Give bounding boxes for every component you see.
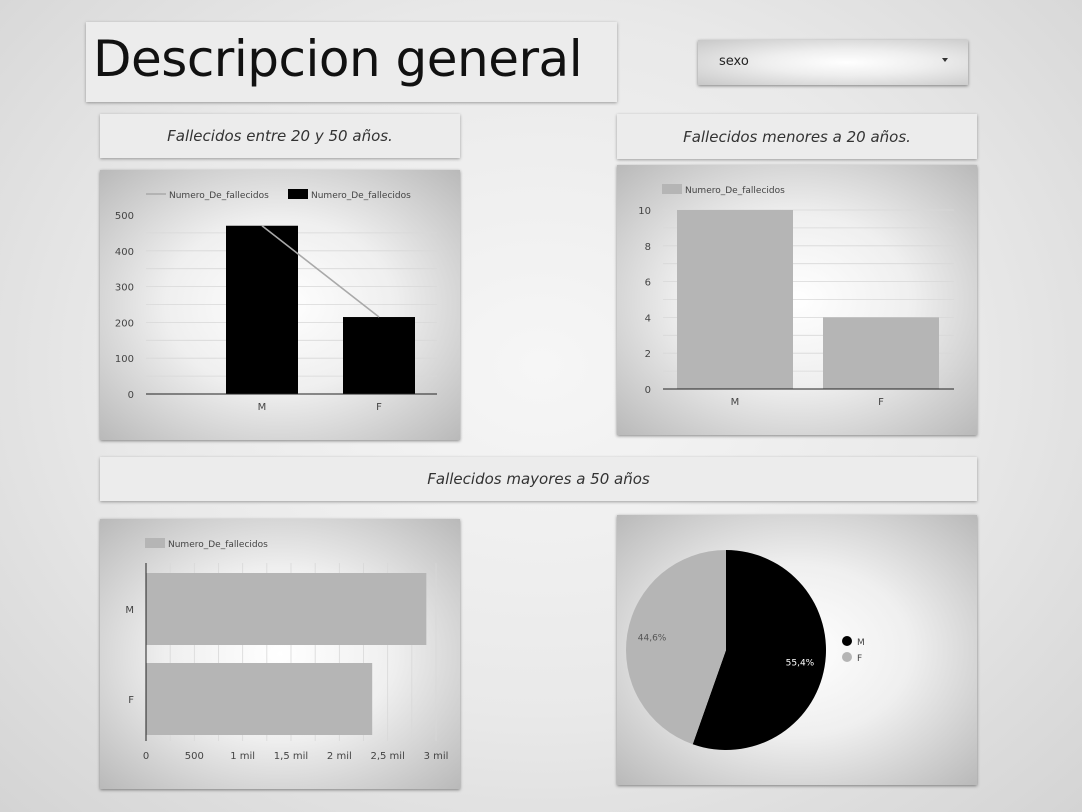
- section-heading-20-50-text: Fallecidos entre 20 y 50 años.: [167, 127, 393, 145]
- bar: [823, 317, 939, 389]
- chevron-down-icon: [942, 58, 948, 62]
- y-tick-label: 4: [645, 313, 651, 324]
- legend-label: M: [857, 638, 865, 648]
- chart-20-50: 0 100 200 300 400 500 M F Numero_De_fallecidos Nu…: [115, 189, 437, 413]
- sex-filter-label: sexo: [719, 54, 749, 69]
- x-tick-label: 2 mil: [327, 751, 352, 762]
- y-tick-label: 6: [645, 278, 651, 289]
- chart-panel-under-20: 0 2 4 6 8 10 M F Numero_De_fallecidos: [617, 165, 977, 435]
- legend-label: Numero_De_fallecidos: [685, 186, 785, 196]
- x-tick-label: F: [376, 402, 382, 413]
- page-title: Descripcion general: [93, 30, 583, 88]
- legend-label: Numero_De_fallecidos: [168, 540, 268, 550]
- series-line: [261, 225, 380, 318]
- bar: [343, 317, 415, 394]
- y-tick-label: 500: [115, 211, 134, 222]
- bar: [677, 210, 793, 389]
- sex-filter-dropdown[interactable]: sexo: [698, 40, 968, 85]
- y-tick-label: 200: [115, 318, 134, 329]
- chart-panel-over-50-bars: 0 500 1 mil 1,5 mil 2 mil 2,5 mil 3 mil M F Numer…: [100, 519, 460, 789]
- y-tick-label: 8: [645, 242, 651, 253]
- chart-over-50-pie: 55,4% 44,6% MF: [626, 550, 865, 750]
- y-tick-label: 10: [638, 206, 651, 217]
- legend-swatch: [842, 652, 852, 662]
- page-title-box: Descripcion general: [86, 22, 617, 102]
- chart-over-50-bars: 0 500 1 mil 1,5 mil 2 mil 2,5 mil 3 mil M F Numer…: [125, 538, 449, 762]
- chart-panel-20-50: 0 100 200 300 400 500 M F Numero_De_fallecidos Nu…: [100, 170, 460, 440]
- legend-label: Numero_De_fallecidos: [169, 191, 269, 201]
- section-heading-under-20: Fallecidos menores a 20 años.: [617, 114, 977, 159]
- chart-panel-over-50-pie: 55,4% 44,6% M F: [617, 515, 977, 785]
- section-heading-20-50: Fallecidos entre 20 y 50 años.: [100, 114, 460, 158]
- chart-under-20: 0 2 4 6 8 10 M F Numero_De_fallecidos: [638, 184, 954, 408]
- bar: [146, 663, 373, 735]
- y-tick-label: 100: [115, 354, 134, 365]
- legend-swatch: [145, 538, 165, 548]
- legend-swatch: [662, 184, 682, 194]
- legend-bar-swatch: [288, 189, 308, 199]
- y-tick-label: 0: [645, 385, 651, 396]
- legend-label: F: [857, 654, 862, 664]
- x-tick-label: M: [258, 402, 267, 413]
- x-tick-label: F: [878, 397, 884, 408]
- legend-swatch: [842, 636, 852, 646]
- x-tick-label: 3 mil: [424, 751, 449, 762]
- y-tick-label: F: [128, 695, 134, 706]
- bar: [146, 573, 427, 645]
- x-tick-label: 500: [185, 751, 204, 762]
- legend-label: Numero_De_fallecidos: [311, 191, 411, 201]
- y-tick-label: 300: [115, 283, 134, 294]
- section-heading-over-50: Fallecidos mayores a 50 años: [100, 457, 977, 501]
- y-tick-label: 400: [115, 247, 134, 258]
- pie-slice: [626, 550, 726, 745]
- x-tick-label: 2,5 mil: [370, 751, 404, 762]
- x-tick-label: M: [731, 397, 740, 408]
- pie-slice: [692, 550, 827, 750]
- y-tick-label: 0: [128, 390, 134, 401]
- section-heading-under-20-text: Fallecidos menores a 20 años.: [683, 127, 911, 146]
- x-tick-label: 1 mil: [230, 751, 255, 762]
- y-tick-label: 2: [645, 349, 651, 360]
- bar: [226, 225, 298, 394]
- pie-slice-label: 44,6%: [638, 633, 667, 643]
- section-heading-over-50-text: Fallecidos mayores a 50 años: [427, 470, 650, 488]
- pie-slice-label: 55,4%: [786, 659, 815, 669]
- x-tick-label: 1,5 mil: [274, 751, 308, 762]
- y-tick-label: M: [125, 605, 134, 616]
- x-tick-label: 0: [143, 751, 149, 762]
